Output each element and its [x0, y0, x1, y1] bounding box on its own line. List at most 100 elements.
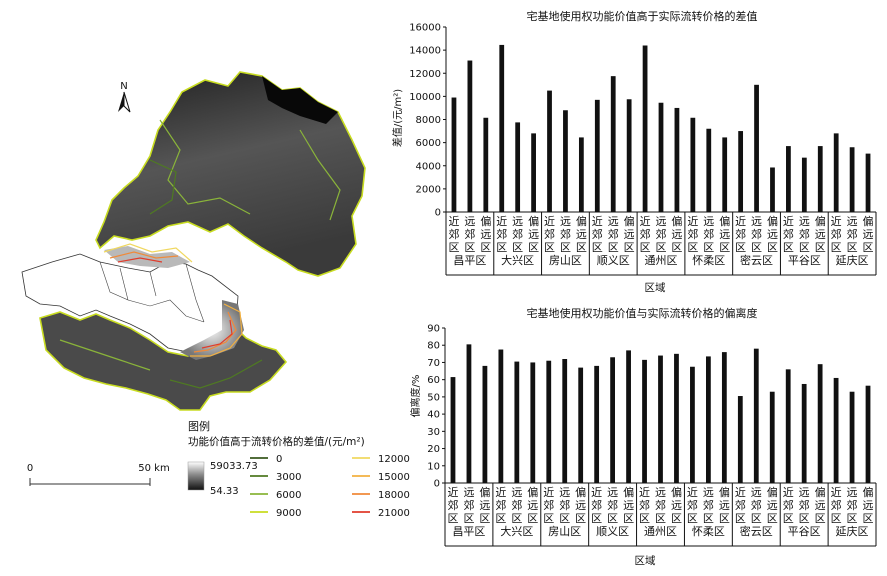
chart2-subcategory-char: 远 [607, 486, 618, 499]
chart1-bar [786, 146, 791, 212]
chart2-subcategory-char: 近 [735, 486, 746, 499]
chart2-subcategory-char: 近 [687, 486, 698, 499]
legend-label-6000: 6000 [276, 490, 301, 501]
chart2-subcategory-char: 远 [479, 499, 490, 512]
chart2-bar [865, 385, 871, 483]
chart2-bar [466, 344, 472, 483]
chart2-subcategory-char: 区 [639, 512, 650, 525]
chart2-bar [737, 396, 743, 483]
chart1-subcategory-char: 远 [560, 215, 571, 228]
chart1-bar [690, 117, 696, 212]
chart2-bar [769, 391, 775, 483]
chart2-subcategory-char: 区 [559, 512, 570, 525]
chart1-subcategory-char: 区 [703, 241, 714, 254]
chart1-subcategory-char: 郊 [783, 228, 794, 241]
chart1-bar [738, 131, 744, 212]
chart2-subcategory-char: 郊 [783, 499, 794, 512]
chart1-subcategory-char: 近 [592, 215, 603, 228]
scale-distance-label: 50 km [138, 463, 169, 474]
chart2-subcategory-char: 区 [447, 512, 458, 525]
chart2-subcategory-char: 区 [847, 512, 858, 525]
chart2-subcategory-char: 郊 [751, 499, 762, 512]
chart1-subcategory-char: 区 [863, 241, 874, 254]
map-contour-lines [59, 119, 341, 389]
chart2-subcategory-char: 区 [623, 512, 634, 525]
chart2-bar [705, 356, 711, 483]
chart1-subcategory-char: 区 [480, 241, 491, 254]
chart2-subcategory-char: 偏 [719, 485, 730, 499]
chart2-subcategory-char: 区 [703, 512, 714, 525]
chart2-y-tick-label: 80 [427, 341, 440, 352]
chart1-subcategory-char: 远 [751, 215, 762, 228]
chart1-subcategory-char: 郊 [592, 228, 603, 241]
chart2-subcategory-char: 远 [799, 486, 810, 499]
chart2-subcategory-char: 远 [847, 486, 858, 499]
chart1-group-label: 延庆区 [836, 253, 869, 267]
map-hotspot-west [104, 246, 190, 268]
chart1-bar [722, 137, 728, 212]
chart2-subcategory-char: 远 [751, 486, 762, 499]
chart2-subcategory-char: 郊 [847, 499, 858, 512]
chart2-bar [721, 352, 727, 483]
chart2-y-tick-label: 0 [434, 479, 440, 490]
chart1-bar [865, 153, 871, 212]
chart1-subcategory-char: 近 [687, 215, 698, 228]
chart2-subcategory-char: 近 [639, 486, 650, 499]
chart2-subcategory-char: 区 [591, 512, 602, 525]
chart1-subcategory-char: 区 [560, 241, 571, 254]
chart2-subcategory-char: 远 [719, 499, 730, 512]
chart1-subcategory-char: 郊 [687, 228, 698, 241]
chart1-group-label: 房山区 [549, 254, 582, 267]
chart2-subcategory-char: 郊 [559, 499, 570, 512]
chart1-subcategory-char: 远 [656, 215, 667, 228]
chart1-bar [849, 147, 855, 212]
chart1-subcategory-char: 近 [448, 215, 459, 228]
chart2-bar [785, 369, 791, 483]
chart2-subcategory-char: 区 [863, 512, 874, 525]
chart1-subcategory-char: 郊 [831, 228, 842, 241]
chart1-bar [817, 146, 823, 212]
chart2-subcategory-char: 郊 [463, 499, 474, 512]
chart1-subcategory-char: 区 [528, 241, 539, 254]
chart1-y-tick-label: 14000 [409, 46, 441, 57]
chart1-bar [531, 133, 536, 212]
chart1-bar [833, 133, 839, 212]
chart1-subcategory-char: 区 [831, 241, 842, 254]
chart1-y-tick-label: 16000 [409, 23, 441, 34]
chart1-subcategory-char: 偏 [767, 214, 778, 228]
chart1-subcategory-char: 郊 [560, 228, 571, 241]
chart1-subcategory-char: 远 [528, 228, 539, 241]
legend-subtitle: 功能价值高于流转价格的差值/(元/m²) [188, 435, 365, 448]
chart2-bar [817, 364, 823, 483]
chart1-subcategory-char: 区 [608, 241, 619, 254]
chart1-title: 宅基地使用权功能价值高于实际流转价格的差值 [527, 9, 758, 23]
chart1-subcategory-char: 偏 [815, 214, 826, 228]
chart2-subcategory-char: 偏 [527, 485, 538, 499]
legend-label-3000: 3000 [276, 472, 301, 483]
chart2-group-label: 顺义区 [596, 525, 629, 538]
chart2-subcategory-char: 近 [831, 486, 842, 499]
chart2-subcategory-char: 远 [463, 486, 474, 499]
chart2-subcategory-char: 郊 [591, 499, 602, 512]
chart2-subcategory-char: 近 [543, 486, 554, 499]
chart2-subcategory-char: 区 [511, 512, 522, 525]
chart1-subcategory-char: 区 [624, 241, 635, 254]
chart2-subcategory-char: 郊 [511, 499, 522, 512]
chart2-subcategory-char: 远 [767, 499, 778, 512]
chart2-subcategory-char: 远 [815, 499, 826, 512]
chart1-bar [706, 128, 712, 212]
chart2-subcategory-char: 区 [687, 512, 698, 525]
chart2-subcategory-char: 近 [591, 486, 602, 499]
chart1-subcategory-char: 区 [592, 241, 603, 254]
chart1-subcategory-char: 区 [576, 241, 587, 254]
chart1-subcategory-char: 区 [847, 241, 858, 254]
chart2-y-axis-label: 偏离度/% [409, 375, 422, 418]
chart2-bar [658, 355, 663, 483]
chart1-subcategory-char: 郊 [448, 228, 459, 241]
chart1-subcategory-char: 近 [640, 215, 651, 228]
chart2-bar [562, 359, 568, 483]
chart2-subcategory-char: 区 [527, 512, 538, 525]
legend-label-9000: 9000 [276, 508, 301, 519]
chart2-bar [482, 365, 488, 483]
chart2-subcategory-char: 偏 [815, 485, 826, 499]
